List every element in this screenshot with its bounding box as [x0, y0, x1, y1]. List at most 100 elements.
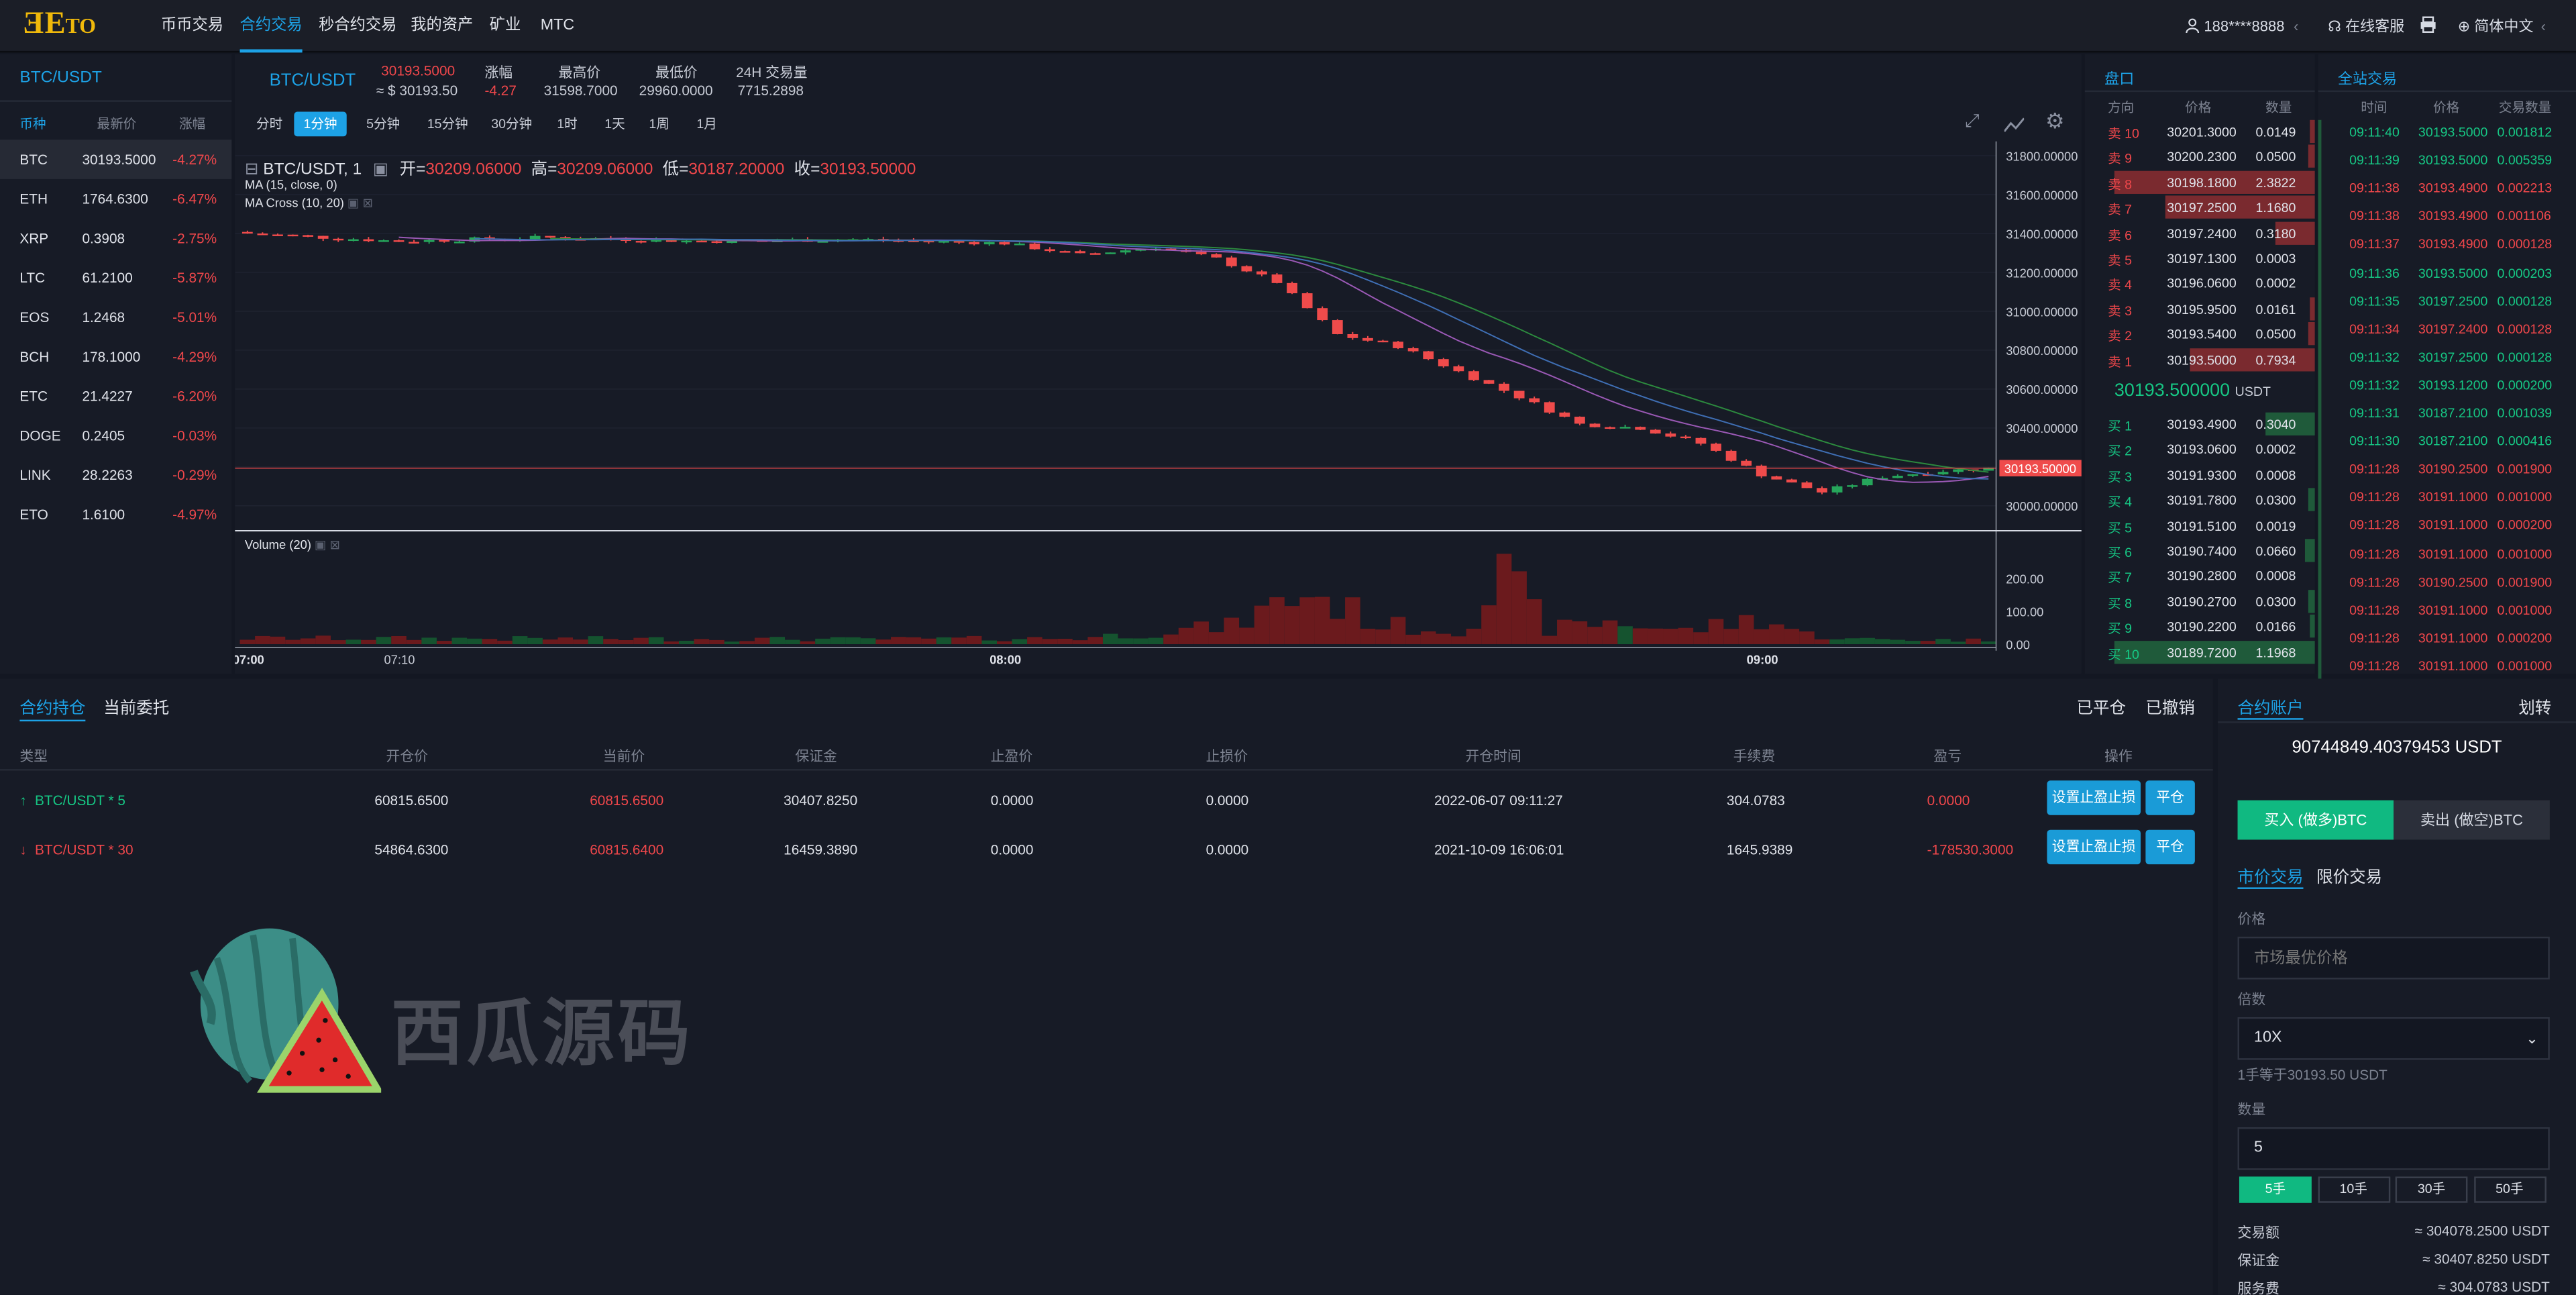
market-row[interactable]: BCH 178.1000 -4.29% [0, 337, 231, 376]
gear-icon[interactable]: ⚙ [2045, 108, 2065, 134]
orderbook-row[interactable]: 买 1 30193.4900 0.3040 [2085, 414, 2315, 437]
market-price: 61.2100 [82, 269, 133, 287]
tab-positions[interactable]: 合约持仓 [19, 693, 86, 722]
nav-assets[interactable]: 我的资产 [411, 16, 474, 35]
candle-body [817, 241, 828, 243]
close-position-button[interactable]: 平仓 [2145, 829, 2195, 865]
timeframe-7[interactable]: 1周 [649, 116, 669, 132]
orderbook-row[interactable]: 买 10 30189.7200 1.1968 [2085, 642, 2315, 665]
orderbook-row[interactable]: 卖 6 30197.2400 0.3180 [2085, 223, 2315, 246]
leverage-select[interactable]: 10X ⌄ [2237, 1017, 2550, 1060]
timeframe-1[interactable]: 1分钟 [294, 111, 347, 137]
market-row[interactable]: BTC 30193.5000 -4.27% [0, 140, 231, 179]
orderbook-row[interactable]: 买 7 30190.2800 0.0008 [2085, 566, 2315, 588]
market-row[interactable]: EOS 1.2468 -5.01% [0, 297, 231, 337]
candle-body [1438, 359, 1449, 366]
volume-bar [497, 640, 513, 645]
nav-spot[interactable]: 币币交易 [161, 16, 224, 35]
orderbook-row[interactable]: 买 9 30190.2200 0.0166 [2085, 617, 2315, 639]
market-row[interactable]: ETC 21.4227 -6.20% [0, 376, 231, 416]
nav-second-contract[interactable]: 秒合约交易 [319, 16, 397, 35]
buy-long-button[interactable]: 买入 (做多)BTC [2237, 800, 2394, 840]
set-tpsl-button[interactable]: 设置止盈止损 [2047, 780, 2141, 815]
volume-bar [1511, 571, 1527, 645]
candle-body [908, 240, 919, 242]
market-row[interactable]: XRP 0.3908 -2.75% [0, 219, 231, 258]
online-service[interactable]: ☊ 在线客服 [2328, 0, 2404, 52]
ob-col-qty: 数量 [2265, 100, 2292, 115]
tab-closed[interactable]: 已平仓 [2076, 700, 2127, 719]
orderbook-row[interactable]: 买 8 30190.2700 0.0300 [2085, 591, 2315, 614]
lot-button-2[interactable]: 30手 [2395, 1176, 2468, 1203]
orderbook-row[interactable]: 卖 5 30197.1300 0.0003 [2085, 248, 2315, 271]
lot-button-3[interactable]: 50手 [2473, 1176, 2546, 1203]
trade-price: 30197.2500 [2418, 293, 2488, 309]
language-selector[interactable]: ⊕ 简体中文 ‹ [2458, 0, 2546, 52]
orderbook-row[interactable]: 卖 8 30198.1800 2.3822 [2085, 172, 2315, 195]
candlestick-chart[interactable]: 31800.00000 31600.00000 31400.00000 31200.0… [235, 141, 2082, 674]
indicator-icon[interactable] [2003, 112, 2025, 142]
ob-side: 卖 6 [2108, 227, 2132, 243]
market-row[interactable]: LINK 28.2263 -0.29% [0, 455, 231, 495]
ob-qty: 0.3180 [2255, 225, 2296, 242]
orderbook-row[interactable]: 买 3 30191.9300 0.0008 [2085, 465, 2315, 488]
market-row[interactable]: DOGE 0.2405 -0.03% [0, 416, 231, 456]
position-tp: 0.0000 [990, 792, 1034, 809]
ma-line-10 [398, 236, 1989, 483]
candle-body [1105, 252, 1116, 254]
transfer-button[interactable]: 划转 [2518, 700, 2552, 719]
timeframe-3[interactable]: 15分钟 [427, 116, 468, 132]
trade-row: 09:11:35 30197.2500 0.000128 [2318, 290, 2576, 315]
tab-open-orders[interactable]: 当前委托 [103, 700, 170, 719]
market-row[interactable]: ETH 1764.6300 -6.47% [0, 179, 231, 219]
orderbook-row[interactable]: 卖 7 30197.2500 1.1680 [2085, 197, 2315, 220]
ticker-vol-label: 24H 交易量 [736, 64, 808, 81]
timeframe-4[interactable]: 30分钟 [491, 116, 533, 132]
orderbook-row[interactable]: 卖 2 30193.5400 0.0500 [2085, 324, 2315, 347]
orderbook-row[interactable]: 买 4 30191.7800 0.0300 [2085, 490, 2315, 513]
tab-cancelled[interactable]: 已撤销 [2145, 700, 2195, 719]
market-row[interactable]: ETO 1.6100 -4.97% [0, 495, 231, 534]
candle-body [1317, 308, 1328, 321]
timeframe-6[interactable]: 1天 [604, 116, 625, 132]
timeframe-8[interactable]: 1月 [696, 116, 717, 132]
trade-price: 30193.5000 [2418, 265, 2488, 280]
nav-mining[interactable]: 矿业 [489, 16, 521, 35]
orderbook-row[interactable]: 卖 9 30200.2300 0.0500 [2085, 147, 2315, 170]
orderbook-row[interactable]: 卖 1 30193.5000 0.7934 [2085, 350, 2315, 372]
timeframe-5[interactable]: 1时 [557, 116, 578, 132]
set-tpsl-button[interactable]: 设置止盈止损 [2047, 829, 2141, 865]
ticker-pair[interactable]: BTC/USDT [269, 70, 356, 91]
user-menu[interactable]: 188****8888 ‹ [2185, 0, 2298, 52]
candle-body [1862, 478, 1873, 486]
nav-mtc[interactable]: MTC [540, 16, 575, 35]
trade-qty: 0.000128 [2497, 237, 2553, 252]
candle-body [1089, 253, 1101, 255]
timeframe-0[interactable]: 分时 [256, 116, 283, 132]
orderbook-row[interactable]: 买 5 30191.5100 0.0019 [2085, 515, 2315, 538]
ob-qty: 1.1968 [2255, 645, 2296, 660]
orderbook-row[interactable]: 卖 10 30201.3000 0.0149 [2085, 121, 2315, 144]
lot-button-0[interactable]: 5手 [2239, 1176, 2312, 1203]
sell-short-button[interactable]: 卖出 (做空)BTC [2394, 800, 2550, 840]
tab-market-order[interactable]: 市价交易 [2237, 863, 2304, 889]
volume-bar [482, 639, 498, 645]
close-position-button[interactable]: 平仓 [2145, 780, 2195, 815]
trade-price: 30191.1000 [2418, 658, 2488, 674]
quantity-input[interactable]: 5 [2237, 1127, 2550, 1170]
orderbook-row[interactable]: 买 2 30193.0600 0.0002 [2085, 439, 2315, 462]
timeframe-2[interactable]: 5分钟 [366, 116, 400, 132]
trade-time: 09:11:38 [2349, 180, 2400, 196]
printer-icon[interactable] [2420, 0, 2436, 52]
lot-button-1[interactable]: 10手 [2317, 1176, 2390, 1203]
price-input[interactable] [2237, 936, 2550, 980]
nav-contract[interactable]: 合约交易 [239, 0, 303, 53]
tab-limit-order[interactable]: 限价交易 [2316, 869, 2383, 888]
orderbook-row[interactable]: 卖 4 30196.0600 0.0002 [2085, 273, 2315, 296]
market-row[interactable]: LTC 61.2100 -5.87% [0, 258, 231, 297]
brand-logo[interactable]: ƎEto [23, 6, 97, 42]
orderbook-row[interactable]: 买 6 30190.7400 0.0660 [2085, 541, 2315, 564]
ob-side: 买 7 [2108, 570, 2132, 586]
orderbook-row[interactable]: 卖 3 30195.9500 0.0161 [2085, 299, 2315, 321]
fullscreen-icon[interactable]: ⤢ [1965, 111, 1980, 132]
